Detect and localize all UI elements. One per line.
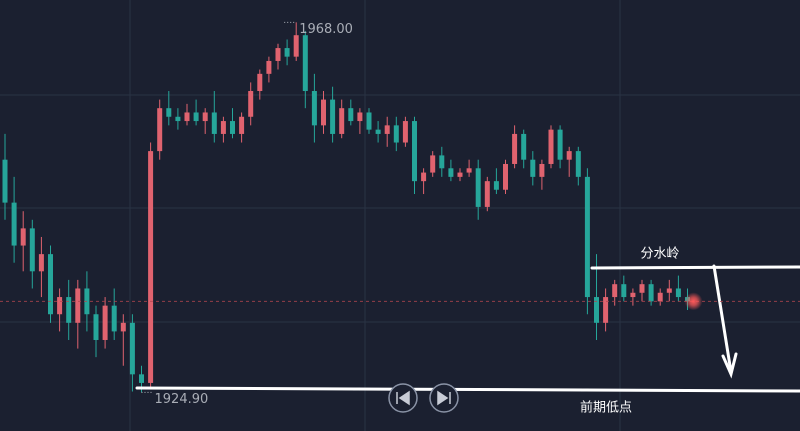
candle-body [175,116,181,122]
candle-body [193,112,199,122]
candle-body [48,254,53,315]
candle-body [621,284,627,298]
candle-body [20,228,26,246]
candle-body [466,168,472,173]
candle-body [530,159,536,177]
candle-body [302,35,308,92]
candle-body [102,305,108,340]
candle-body [211,112,217,134]
candle-body [675,288,681,298]
candle-body [657,292,663,302]
candle-body [366,112,372,130]
last-price-glow [684,292,703,311]
candle-body [120,322,126,332]
candle-body [111,305,117,332]
candle-body [439,155,445,169]
candle-body [66,297,72,323]
candle-body [484,181,490,207]
candles [2,22,690,393]
candle-body [594,297,599,323]
candle-body [148,151,154,383]
candle-body [166,108,172,117]
drawn-line [135,386,800,393]
drawn-line [590,265,800,270]
candle-body [393,125,399,143]
candle-body [284,48,290,57]
candle-body [75,288,81,323]
candle-body [493,181,499,190]
candle-body [239,116,245,134]
next-button[interactable] [429,383,459,413]
candle-body [38,254,44,272]
candle-body [184,112,190,122]
candle-body [548,129,554,164]
candle-body [129,322,135,375]
candle-body [348,108,354,122]
candle-body [275,48,281,61]
candle-body [2,159,8,203]
candle-body [457,172,463,177]
next-icon [437,390,451,406]
candle-body [29,228,35,272]
candle-body [248,91,254,117]
candle-body [266,60,272,74]
candle-body [321,99,326,126]
candle-body [230,121,235,134]
candle-body [557,129,563,160]
candle-body [402,121,408,143]
drawn-arrow [712,264,733,374]
candle-body [521,133,527,160]
annotation: 前期低点 [580,400,632,416]
candle-body [512,133,518,164]
candle-body [157,108,163,152]
candle-body [293,35,299,57]
annotation: 分水岭 [640,247,679,262]
candle-body [448,168,454,177]
candle-body [139,374,144,383]
candle-body [257,73,263,92]
candle-body [202,112,208,122]
candle-body [666,288,672,293]
candle-body [539,163,545,177]
candle-body [475,168,481,207]
candle-body [57,297,63,315]
candle-body [648,284,654,302]
candle-body [639,284,645,293]
high-label: 1968.00 [299,22,353,37]
low-label: 1924.90 [155,392,209,407]
candle-body [330,99,336,134]
candle-body [339,108,345,134]
candle-body [584,176,590,298]
candle-body [421,172,427,182]
candle-body [503,163,508,190]
prev-icon [396,390,410,406]
candle-body [220,121,226,134]
prev-button[interactable] [388,383,418,413]
candle-body [93,314,99,340]
candle-body [566,151,572,160]
candle-body [357,112,363,122]
candle-body [603,297,609,323]
candle-body [384,125,390,134]
candle-body [311,91,317,126]
drawings [135,264,800,393]
candle-body [630,292,636,298]
candle-body [575,151,581,177]
candle-body [430,155,436,173]
playback-controls [388,383,459,413]
candle-body [412,121,417,182]
candle-body [375,129,381,134]
candle-body [612,284,618,298]
candle-body [11,202,17,246]
arrow-head [721,352,738,379]
